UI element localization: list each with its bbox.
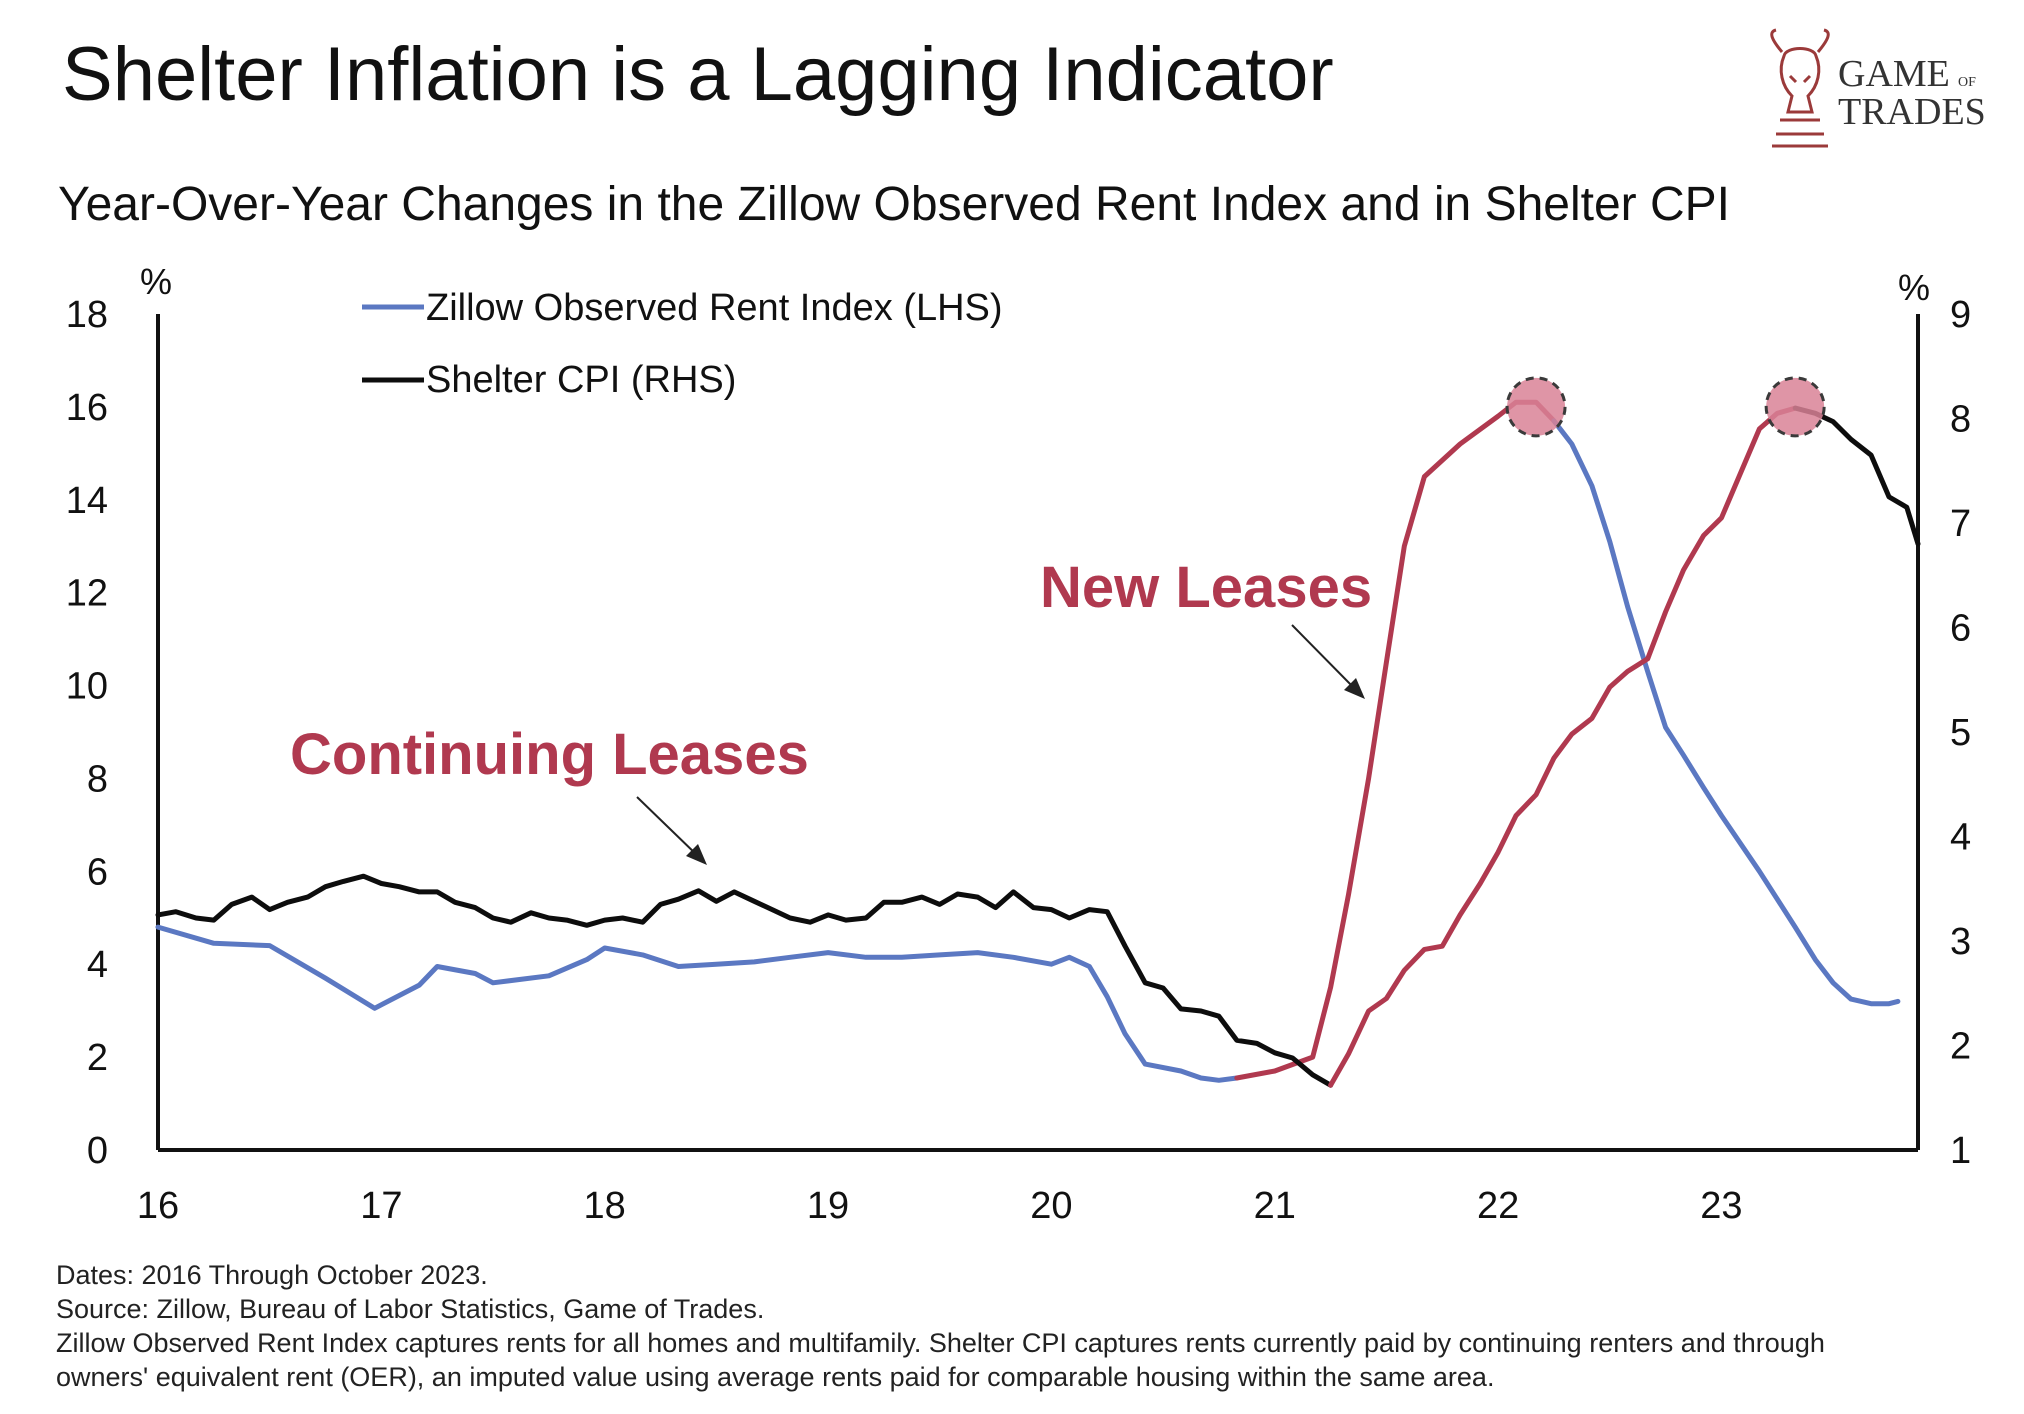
- y-left-tick-label: 6: [87, 851, 108, 893]
- series-layer: [155, 399, 1921, 1088]
- axes: [156, 314, 1920, 1152]
- series-line-shelter-cpi: [155, 873, 1334, 1088]
- peak-marker: [1764, 376, 1826, 438]
- logo: GAME OF TRADES: [1770, 28, 1986, 148]
- y-right-tick-label: 8: [1950, 399, 1971, 441]
- y-left-tick-label: 4: [87, 944, 108, 986]
- y-right-tick-label: 2: [1950, 1026, 1971, 1068]
- y-right-tick-label: 5: [1950, 712, 1971, 754]
- y-left-tick-label: 0: [87, 1130, 108, 1172]
- footnote-note-line1: Zillow Observed Rent Index captures rent…: [56, 1328, 1825, 1358]
- y-right-tick-label: 1: [1950, 1130, 1971, 1172]
- right-axis-unit: %: [1898, 267, 1930, 308]
- legend-label-zori: Zillow Observed Rent Index (LHS): [426, 287, 1003, 329]
- y-left-tick-label: 8: [87, 758, 108, 800]
- series-line-zori-decline: [1551, 418, 1901, 1007]
- y-left-tick-label: 2: [87, 1037, 108, 1079]
- x-tick-label: 20: [1030, 1185, 1072, 1227]
- y-right-tick-label: 9: [1950, 294, 1971, 336]
- annotation-new-leases: New Leases: [1040, 555, 1372, 699]
- x-tick-label: 19: [807, 1185, 849, 1227]
- y-right-tick-label: 6: [1950, 608, 1971, 650]
- peak-marker: [1505, 376, 1567, 438]
- x-tick-label: 22: [1477, 1185, 1519, 1227]
- y-left-tick-label: 18: [66, 294, 108, 336]
- footnote-source: Source: Zillow, Bureau of Labor Statisti…: [56, 1294, 764, 1324]
- y-right-tick-label: 7: [1950, 503, 1971, 545]
- annotation-continuing-leases-label: Continuing Leases: [290, 722, 809, 787]
- y-right-tick-label: 4: [1950, 817, 1971, 859]
- x-tick-label: 17: [360, 1185, 402, 1227]
- logo-trades: TRADES: [1838, 91, 1986, 133]
- chart-subtitle: Year-Over-Year Changes in the Zillow Obs…: [58, 178, 1730, 231]
- y-left-tick-label: 12: [66, 573, 108, 615]
- logo-game: GAME: [1838, 53, 1950, 95]
- annotation-continuing-leases: Continuing Leases: [290, 722, 809, 865]
- footnote-note-line2: owners' equivalent rent (OER), an impute…: [56, 1362, 1494, 1392]
- series-line-shelter-cpi-continuing: [1328, 405, 1798, 1088]
- x-tick-label: 23: [1700, 1185, 1742, 1227]
- peak-markers: [1505, 376, 1826, 438]
- y-left-tick-label: 10: [66, 666, 108, 708]
- annotation-continuing-leases-arrow: [636, 796, 701, 859]
- legend-label-cpi: Shelter CPI (RHS): [426, 359, 736, 401]
- y-left-tick-label: 16: [66, 387, 108, 429]
- annotation-new-leases-label: New Leases: [1040, 555, 1372, 620]
- annotation-new-leases-arrow: [1291, 624, 1359, 693]
- legend: Zillow Observed Rent Index (LHS) Shelter…: [362, 287, 1003, 401]
- logo-of: OF: [1958, 75, 1976, 90]
- left-axis-unit: %: [140, 261, 172, 302]
- page-title: Shelter Inflation is a Lagging Indicator: [62, 32, 1334, 117]
- y-right-tick-label: 3: [1950, 921, 1971, 963]
- x-tick-label: 21: [1254, 1185, 1296, 1227]
- x-tick-label: 16: [137, 1185, 179, 1227]
- footnote-dates: Dates: 2016 Through October 2023.: [56, 1260, 488, 1290]
- x-tick-label: 18: [584, 1185, 626, 1227]
- annotation-continuing-leases-arrowhead: [686, 844, 707, 865]
- y-left-tick-label: 14: [66, 480, 108, 522]
- bull-chess-knight-icon: [1770, 28, 1830, 148]
- series-line-zori: [155, 924, 1240, 1083]
- annotation-new-leases-arrowhead: [1344, 678, 1365, 699]
- series-line-zori-new-leases: [1234, 399, 1557, 1081]
